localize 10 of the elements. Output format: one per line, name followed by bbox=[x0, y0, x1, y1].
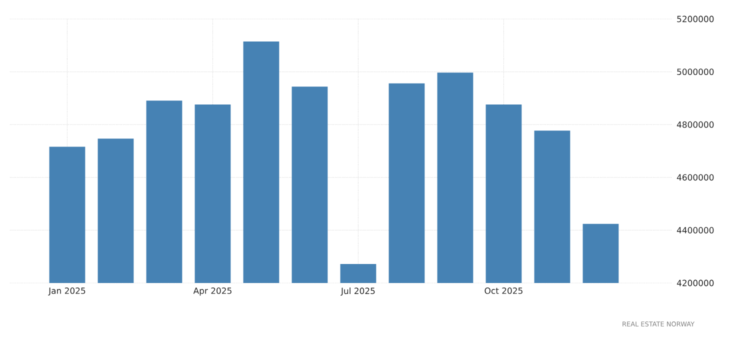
x-tick-label: Apr 2025 bbox=[193, 288, 232, 296]
x-tick-label: Jul 2025 bbox=[340, 288, 375, 296]
y-tick-label: 5000000 bbox=[677, 68, 714, 76]
y-tick-label: 4600000 bbox=[676, 174, 714, 181]
y-tick-label: 4200000 bbox=[676, 280, 714, 286]
y-tick-label: 4400000 bbox=[676, 227, 714, 234]
y-tick-label: 5200000 bbox=[677, 16, 714, 22]
x-tick-label: Jan 2025 bbox=[48, 288, 86, 296]
x-tick-label: Oct 2025 bbox=[484, 288, 522, 294]
y-tick-label: 4800000 bbox=[676, 121, 714, 128]
